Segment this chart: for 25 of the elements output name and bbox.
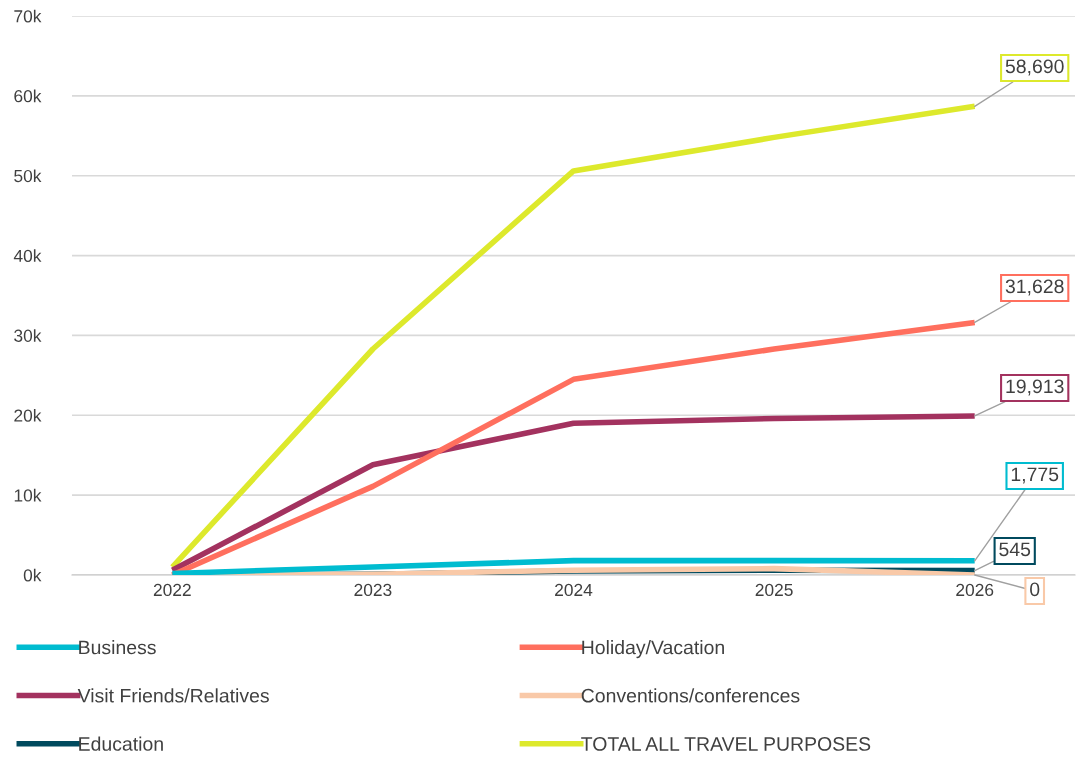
y-tick-label: 60k [14, 89, 42, 103]
y-tick-label: 70k [14, 9, 42, 23]
data-label: 58,690 [1005, 59, 1064, 76]
legend-label: Conventions/conferences [581, 688, 800, 703]
data-label: 19,913 [1006, 379, 1064, 396]
y-tick-label: 0k [23, 568, 42, 582]
y-tick-label: 10k [14, 488, 42, 502]
legend-label: Visit Friends/Relatives [77, 688, 269, 703]
legend-label: Business [79, 640, 156, 655]
x-tick-label: 2026 [956, 583, 994, 597]
y-tick-label: 20k [14, 408, 42, 422]
x-tick-label: 2024 [555, 583, 593, 597]
data-label: 0 [1030, 582, 1040, 597]
data-label: 1,775 [1011, 467, 1059, 484]
legend-label: TOTAL ALL TRAVEL PURPOSES [581, 737, 871, 751]
legend-label: Holiday/Vacation [582, 640, 724, 659]
data-label: 31,628 [1005, 279, 1064, 296]
x-tick-label: 2023 [354, 583, 392, 597]
x-tick-label: 2025 [755, 583, 793, 597]
y-tick-label: 50k [14, 169, 42, 183]
data-label: 545 [999, 542, 1031, 557]
y-tick-label: 40k [13, 249, 42, 263]
y-tick-label: 30k [14, 329, 42, 342]
x-tick-label: 2022 [153, 583, 191, 597]
legend-label: Education [79, 736, 163, 751]
